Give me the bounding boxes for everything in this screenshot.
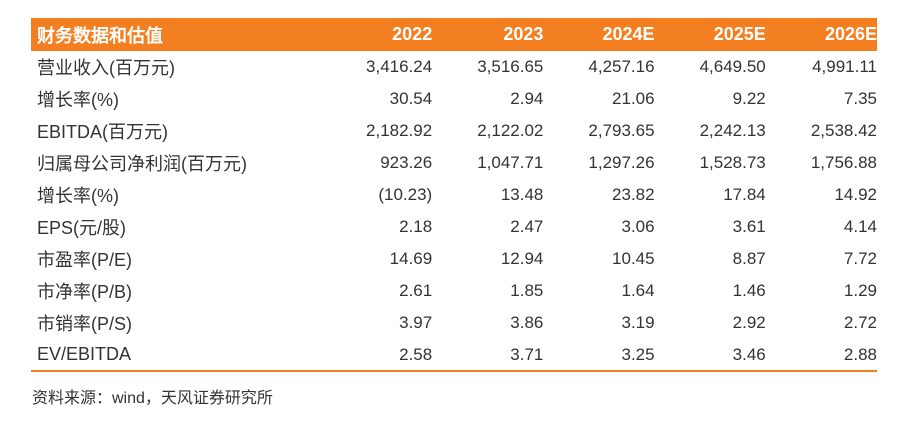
table-cell: 14.92 (834, 185, 877, 204)
table-row: 市盈率(P/E) 14.69 12.94 10.45 8.87 7.72 (31, 243, 877, 275)
table-row: 营业收入(百万元) 3,416.24 3,516.65 4,257.16 4,649.5… (31, 51, 877, 83)
table-cell: 2,242.13 (699, 121, 766, 140)
table-cell: 1,297.26 (588, 153, 655, 172)
table-cell: 14.69 (389, 249, 433, 268)
header-year-2025e: 2025E (713, 24, 766, 44)
header-year-2022: 2022 (392, 24, 433, 44)
table-cell: 7.35 (843, 89, 877, 108)
row-label: 市盈率(P/E) (37, 250, 133, 270)
table-cell: 21.06 (612, 89, 655, 108)
table-row: 归属母公司净利润(百万元) 923.26 1,047.71 1,297.26 1,528… (31, 147, 877, 179)
table-cell: 4,991.11 (812, 57, 877, 76)
table-cell: 2.61 (399, 281, 433, 300)
table-cell: 3.25 (543, 339, 655, 372)
table-cell: 12.94 (500, 249, 544, 268)
table-row: EPS(元/股) 2.18 2.47 3.06 3.61 4.14 (31, 211, 877, 243)
row-label: EV/EBITDA (31, 339, 322, 372)
table-row: 市销率(P/S) 3.97 3.86 3.19 2.92 2.72 (31, 307, 877, 339)
table-cell: 1,047.71 (477, 153, 544, 172)
table-cell: 2.58 (321, 339, 433, 372)
table-cell: 1.29 (843, 281, 877, 300)
row-label: 市销率(P/S) (37, 314, 133, 334)
table-cell: 30.54 (389, 89, 433, 108)
table-cell: 2,182.92 (366, 121, 433, 140)
table-cell: 2.18 (399, 217, 433, 236)
header-row: 财务数据和估值 2022 2023 2024E 2025E 2026E (31, 18, 877, 51)
table-cell: 3.71 (432, 339, 544, 372)
table-cell: 7.72 (843, 249, 877, 268)
header-year-2023: 2023 (503, 24, 544, 44)
table-cell: 2.92 (732, 313, 766, 332)
table-cell: (10.23) (378, 185, 433, 204)
table-cell: 1.46 (732, 281, 766, 300)
header-label: 财务数据和估值 (37, 25, 163, 46)
row-label: EBITDA(百万元) (37, 122, 169, 142)
financial-table-container: 财务数据和估值 2022 2023 2024E 2025E 2026E 营业收入… (31, 18, 877, 372)
source-note: 资料来源：wind，天风证券研究所 (32, 390, 273, 407)
table-cell: 2.72 (843, 313, 877, 332)
table-cell: 3.06 (621, 217, 655, 236)
table-cell: 4.14 (843, 217, 877, 236)
table-header: 财务数据和估值 2022 2023 2024E 2025E 2026E (31, 18, 877, 51)
row-label: EPS(元/股) (37, 218, 127, 238)
table-cell: 13.48 (500, 185, 544, 204)
table-cell: 17.84 (723, 185, 766, 204)
table-cell: 2.88 (765, 339, 877, 372)
row-label: 增长率(%) (37, 186, 119, 206)
table-cell: 4,649.50 (699, 57, 766, 76)
table-cell: 4,257.16 (588, 57, 655, 76)
header-year-2024e: 2024E (602, 24, 655, 44)
table-cell: 10.45 (612, 249, 655, 268)
table-cell: 3,416.24 (366, 57, 433, 76)
table-cell: 3.19 (621, 313, 655, 332)
table-cell: 2,122.02 (477, 121, 544, 140)
table-cell: 923.26 (380, 153, 433, 172)
row-label: 归属母公司净利润(百万元) (37, 154, 247, 174)
row-label: 增长率(%) (37, 90, 119, 110)
table-cell: 3.61 (732, 217, 766, 236)
table-row: 增长率(%) 30.54 2.94 21.06 9.22 7.35 (31, 83, 877, 115)
table-cell: 2,538.42 (810, 121, 877, 140)
table-cell: 1.85 (510, 281, 544, 300)
table-cell: 9.22 (732, 89, 766, 108)
table-cell: 23.82 (612, 185, 655, 204)
table-cell: 3.46 (654, 339, 766, 372)
table-body: 营业收入(百万元) 3,416.24 3,516.65 4,257.16 4,649.5… (31, 51, 877, 372)
table-row: 市净率(P/B) 2.61 1.85 1.64 1.46 1.29 (31, 275, 877, 307)
header-year-2026e: 2026E (824, 24, 877, 44)
table-cell: 2,793.65 (588, 121, 655, 140)
table-cell: 1,528.73 (699, 153, 766, 172)
table-row: 增长率(%) (10.23) 13.48 23.82 17.84 14.92 (31, 179, 877, 211)
table-cell: 1.64 (621, 281, 655, 300)
financial-data-table: 财务数据和估值 2022 2023 2024E 2025E 2026E 营业收入… (31, 18, 877, 372)
table-cell: 2.47 (510, 217, 544, 236)
row-label: 市净率(P/B) (37, 282, 133, 302)
table-row: EV/EBITDA 2.58 3.71 3.25 3.46 2.88 (31, 339, 877, 372)
table-cell: 8.87 (732, 249, 766, 268)
table-row: EBITDA(百万元) 2,182.92 2,122.02 2,793.65 2,242… (31, 115, 877, 147)
table-cell: 3,516.65 (477, 57, 544, 76)
table-cell: 1,756.88 (810, 153, 877, 172)
table-cell: 3.86 (510, 313, 544, 332)
table-cell: 3.97 (399, 313, 433, 332)
row-label: 营业收入(百万元) (37, 58, 175, 78)
table-cell: 2.94 (510, 89, 544, 108)
